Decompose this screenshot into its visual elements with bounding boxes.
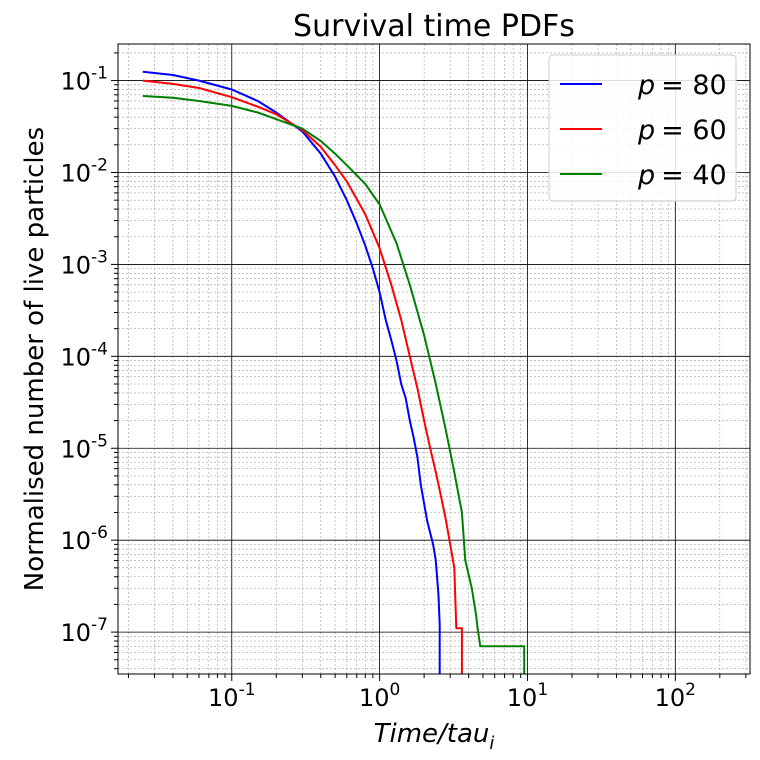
legend-label: p = 60 (637, 115, 727, 146)
tick-marks (111, 52, 747, 681)
y-tick-labels: 10-1 10-2 10-3 10-4 10-5 10-6 10-7 (61, 64, 109, 648)
y-tick-label: 10-4 (61, 339, 109, 371)
y-tick-label: 10-3 (61, 247, 109, 279)
legend: p = 80 p = 60 p = 40 (548, 54, 737, 202)
x-tick-label: 101 (507, 680, 548, 712)
legend-label: p = 40 (637, 160, 727, 191)
x-tick-label: 100 (359, 680, 400, 712)
y-tick-label: 10-2 (61, 155, 109, 187)
series-line-2 (142, 79, 463, 674)
series-line-1 (142, 70, 441, 674)
series-lines (142, 70, 526, 674)
y-tick-label: 10-7 (61, 615, 109, 647)
legend-box (548, 54, 737, 202)
x-axis-label: Time/taui (374, 719, 495, 754)
x-axis-label-sub: i (489, 733, 494, 754)
legend-label: p = 80 (637, 70, 727, 101)
y-tick-label: 10-1 (61, 64, 109, 96)
legend-items: p = 80 p = 60 p = 40 (560, 70, 727, 191)
x-tick-label: 10-1 (208, 680, 256, 712)
x-tick-label: 102 (655, 680, 696, 712)
y-tick-label: 10-5 (61, 431, 109, 463)
y-tick-label: 10-6 (61, 523, 109, 555)
plot-frame (117, 43, 751, 675)
chart-title: Survival time PDFs (293, 9, 575, 44)
x-axis-label-main: Time/tau (374, 719, 490, 749)
y-axis-label: Normalised number of live particles (20, 127, 50, 591)
series-line-3 (142, 95, 526, 674)
x-tick-labels: 10-1 100 101 102 (208, 680, 696, 712)
